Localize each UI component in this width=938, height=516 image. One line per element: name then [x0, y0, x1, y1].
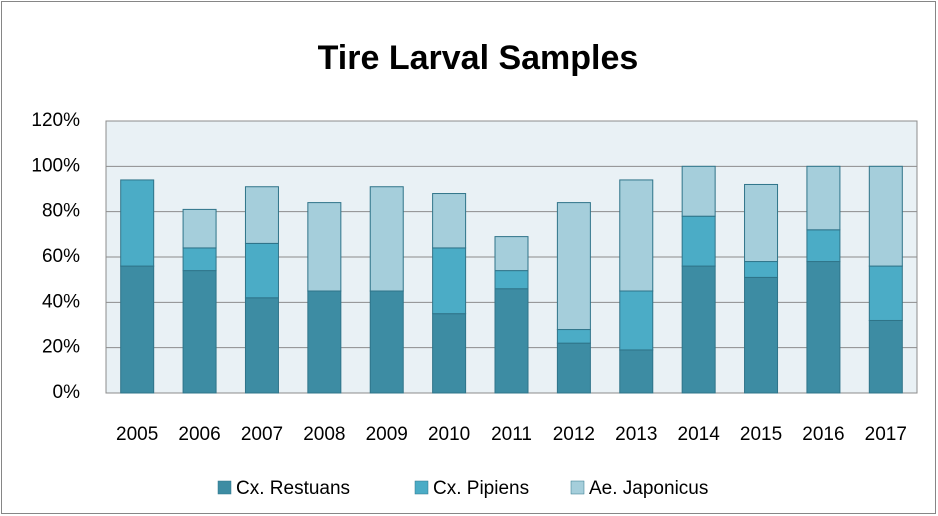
- x-tick-label: 2008: [303, 424, 345, 445]
- bar-segment: [307, 290, 342, 394]
- legend-swatch: [414, 480, 429, 495]
- bar-segment: [619, 349, 654, 394]
- y-tick-label: 60%: [42, 246, 80, 267]
- x-tick-label: 2009: [366, 424, 408, 445]
- bar-segment: [868, 165, 903, 267]
- y-tick-label: 120%: [31, 110, 80, 131]
- y-tick-label: 20%: [42, 337, 80, 358]
- bar-segment: [806, 165, 841, 231]
- bar-segment: [744, 183, 779, 263]
- bar-segment: [307, 202, 342, 292]
- bar-segment: [432, 247, 467, 315]
- legend-label: Cx. Pipiens: [433, 478, 529, 499]
- bar-segment: [556, 342, 591, 394]
- x-tick-label: 2012: [553, 424, 595, 445]
- bar-segment: [806, 261, 841, 394]
- bar-segment: [120, 265, 155, 394]
- y-tick-label: 0%: [53, 382, 81, 403]
- bar-segment: [182, 208, 217, 249]
- bar-segment: [556, 202, 591, 331]
- bar-segment: [556, 329, 591, 344]
- x-tick-label: 2015: [740, 424, 782, 445]
- bar-segment: [681, 215, 716, 267]
- bar-segment: [182, 247, 217, 272]
- bar-segment: [182, 270, 217, 394]
- legend-label: Cx. Restuans: [236, 478, 350, 499]
- x-tick-label: 2014: [678, 424, 721, 445]
- bar-segment: [244, 242, 279, 299]
- legend-label: Ae. Japonicus: [589, 478, 708, 499]
- x-tick-label: 2005: [116, 424, 158, 445]
- bar-segment: [369, 290, 404, 394]
- legend-swatch: [217, 480, 232, 495]
- bar-segment: [868, 265, 903, 321]
- y-tick-label: 100%: [31, 155, 80, 176]
- x-tick-label: 2010: [428, 424, 470, 445]
- x-tick-label: 2013: [615, 424, 657, 445]
- bar-segment: [494, 270, 529, 290]
- x-tick-label: 2017: [865, 424, 907, 445]
- bar-segment: [619, 290, 654, 351]
- legend-swatch: [570, 480, 585, 495]
- bar-segment: [120, 179, 155, 267]
- bar-segment: [681, 165, 716, 217]
- bar-segment: [744, 276, 779, 394]
- bar-segment: [494, 236, 529, 272]
- bar-segment: [619, 179, 654, 292]
- x-tick-label: 2016: [802, 424, 844, 445]
- bar-segment: [806, 229, 841, 263]
- bar-segment: [244, 186, 279, 244]
- x-tick-label: 2006: [178, 424, 220, 445]
- bar-segment: [369, 186, 404, 292]
- bar-segment: [494, 288, 529, 394]
- y-tick-label: 80%: [42, 201, 80, 222]
- x-tick-label: 2011: [491, 424, 532, 445]
- bar-segment: [744, 261, 779, 278]
- bar-segment: [681, 265, 716, 394]
- bar-segment: [432, 193, 467, 249]
- bar-segment: [244, 297, 279, 394]
- bar-segment: [432, 313, 467, 394]
- x-tick-label: 2007: [241, 424, 283, 445]
- y-tick-label: 40%: [42, 291, 80, 312]
- bar-segment: [868, 319, 903, 394]
- chart-title: Tire Larval Samples: [318, 39, 639, 77]
